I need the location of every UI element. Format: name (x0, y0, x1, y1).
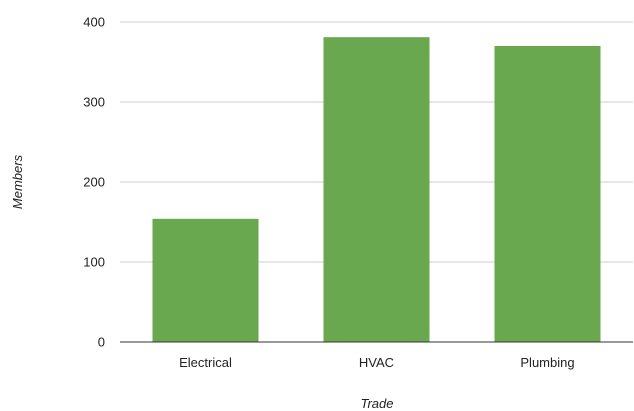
y-tick-label: 0 (98, 335, 105, 350)
bar-plumbing (494, 46, 601, 342)
bars (152, 37, 601, 342)
y-tick-label: 400 (83, 15, 105, 30)
y-tick-label: 200 (83, 175, 105, 190)
x-tick-label: Plumbing (520, 355, 574, 370)
y-tick-labels: 0 100 200 300 400 (83, 15, 105, 350)
y-axis-title: Members (10, 154, 25, 209)
x-tick-labels: Electrical HVAC Plumbing (179, 355, 574, 370)
bar-hvac (323, 37, 430, 342)
x-tick-label: Electrical (179, 355, 232, 370)
bar-electrical (152, 218, 259, 342)
x-tick-label: HVAC (359, 355, 394, 370)
y-tick-label: 300 (83, 95, 105, 110)
y-tick-label: 100 (83, 255, 105, 270)
x-axis-title: Trade (361, 396, 394, 411)
